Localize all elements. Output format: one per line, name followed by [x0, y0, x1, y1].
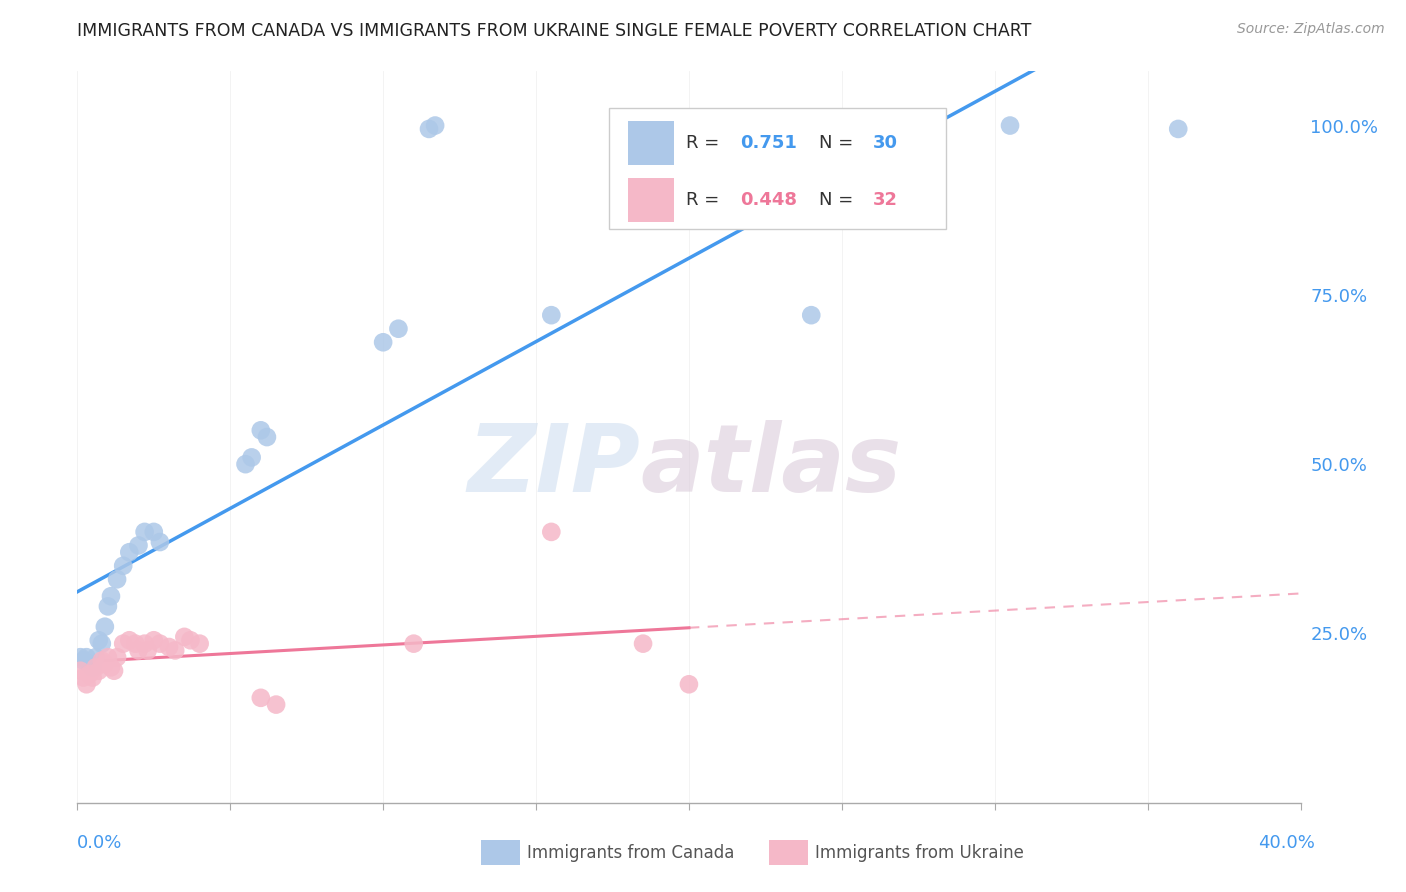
Point	[118, 545, 141, 559]
Text: N =: N =	[818, 191, 859, 209]
Point	[250, 690, 273, 705]
Point	[128, 538, 150, 552]
Point	[678, 677, 700, 691]
Point	[235, 457, 257, 471]
Point	[69, 664, 91, 678]
Point	[165, 643, 187, 657]
Text: R =: R =	[686, 135, 725, 153]
Text: 30: 30	[873, 135, 897, 153]
Point	[82, 671, 104, 685]
Point	[76, 677, 98, 691]
Text: 0.448: 0.448	[741, 191, 797, 209]
Point	[540, 524, 562, 539]
Point	[800, 308, 823, 322]
Text: Immigrants from Ukraine: Immigrants from Ukraine	[815, 844, 1025, 862]
Point	[136, 643, 159, 657]
Point	[402, 637, 425, 651]
Point	[149, 535, 172, 549]
Point	[84, 650, 107, 665]
Point	[631, 637, 654, 651]
Text: Immigrants from Canada: Immigrants from Canada	[527, 844, 734, 862]
Point	[87, 633, 110, 648]
Point	[100, 660, 122, 674]
Point	[157, 640, 180, 654]
Text: 40.0%: 40.0%	[1258, 834, 1315, 852]
Point	[998, 119, 1021, 133]
Point	[112, 558, 135, 573]
Text: 32: 32	[873, 191, 897, 209]
FancyBboxPatch shape	[481, 840, 520, 865]
Point	[371, 335, 394, 350]
Point	[264, 698, 287, 712]
Point	[90, 637, 112, 651]
Point	[540, 308, 562, 322]
Point	[82, 660, 104, 674]
FancyBboxPatch shape	[628, 121, 675, 165]
Point	[1167, 122, 1189, 136]
Point	[173, 630, 195, 644]
Point	[250, 423, 273, 437]
Point	[94, 657, 117, 671]
FancyBboxPatch shape	[769, 840, 808, 865]
Point	[418, 122, 440, 136]
Point	[142, 633, 165, 648]
Point	[134, 637, 156, 651]
Point	[79, 657, 101, 671]
Point	[105, 572, 128, 586]
Point	[112, 637, 135, 651]
Point	[94, 620, 117, 634]
Point	[84, 660, 107, 674]
Text: N =: N =	[818, 135, 859, 153]
Point	[124, 637, 146, 651]
Point	[240, 450, 263, 465]
Point	[118, 633, 141, 648]
Point	[188, 637, 211, 651]
Text: 0.751: 0.751	[741, 135, 797, 153]
Text: IMMIGRANTS FROM CANADA VS IMMIGRANTS FROM UKRAINE SINGLE FEMALE POVERTY CORRELAT: IMMIGRANTS FROM CANADA VS IMMIGRANTS FRO…	[77, 22, 1032, 40]
Point	[105, 650, 128, 665]
FancyBboxPatch shape	[609, 108, 946, 228]
Point	[423, 119, 446, 133]
Text: ZIP: ZIP	[467, 420, 640, 512]
Point	[103, 664, 125, 678]
Text: R =: R =	[686, 191, 725, 209]
Point	[97, 650, 120, 665]
Point	[128, 643, 150, 657]
Point	[387, 322, 409, 336]
Text: atlas: atlas	[640, 420, 901, 512]
Point	[72, 654, 94, 668]
Text: Source: ZipAtlas.com: Source: ZipAtlas.com	[1237, 22, 1385, 37]
Point	[79, 667, 101, 681]
Point	[134, 524, 156, 539]
Point	[142, 524, 165, 539]
Point	[90, 654, 112, 668]
Point	[69, 650, 91, 665]
Point	[97, 599, 120, 614]
Point	[149, 637, 172, 651]
Point	[179, 633, 201, 648]
Point	[87, 664, 110, 678]
Point	[76, 650, 98, 665]
Point	[256, 430, 278, 444]
Point	[72, 671, 94, 685]
Point	[100, 589, 122, 603]
Text: 0.0%: 0.0%	[77, 834, 122, 852]
FancyBboxPatch shape	[628, 178, 675, 222]
